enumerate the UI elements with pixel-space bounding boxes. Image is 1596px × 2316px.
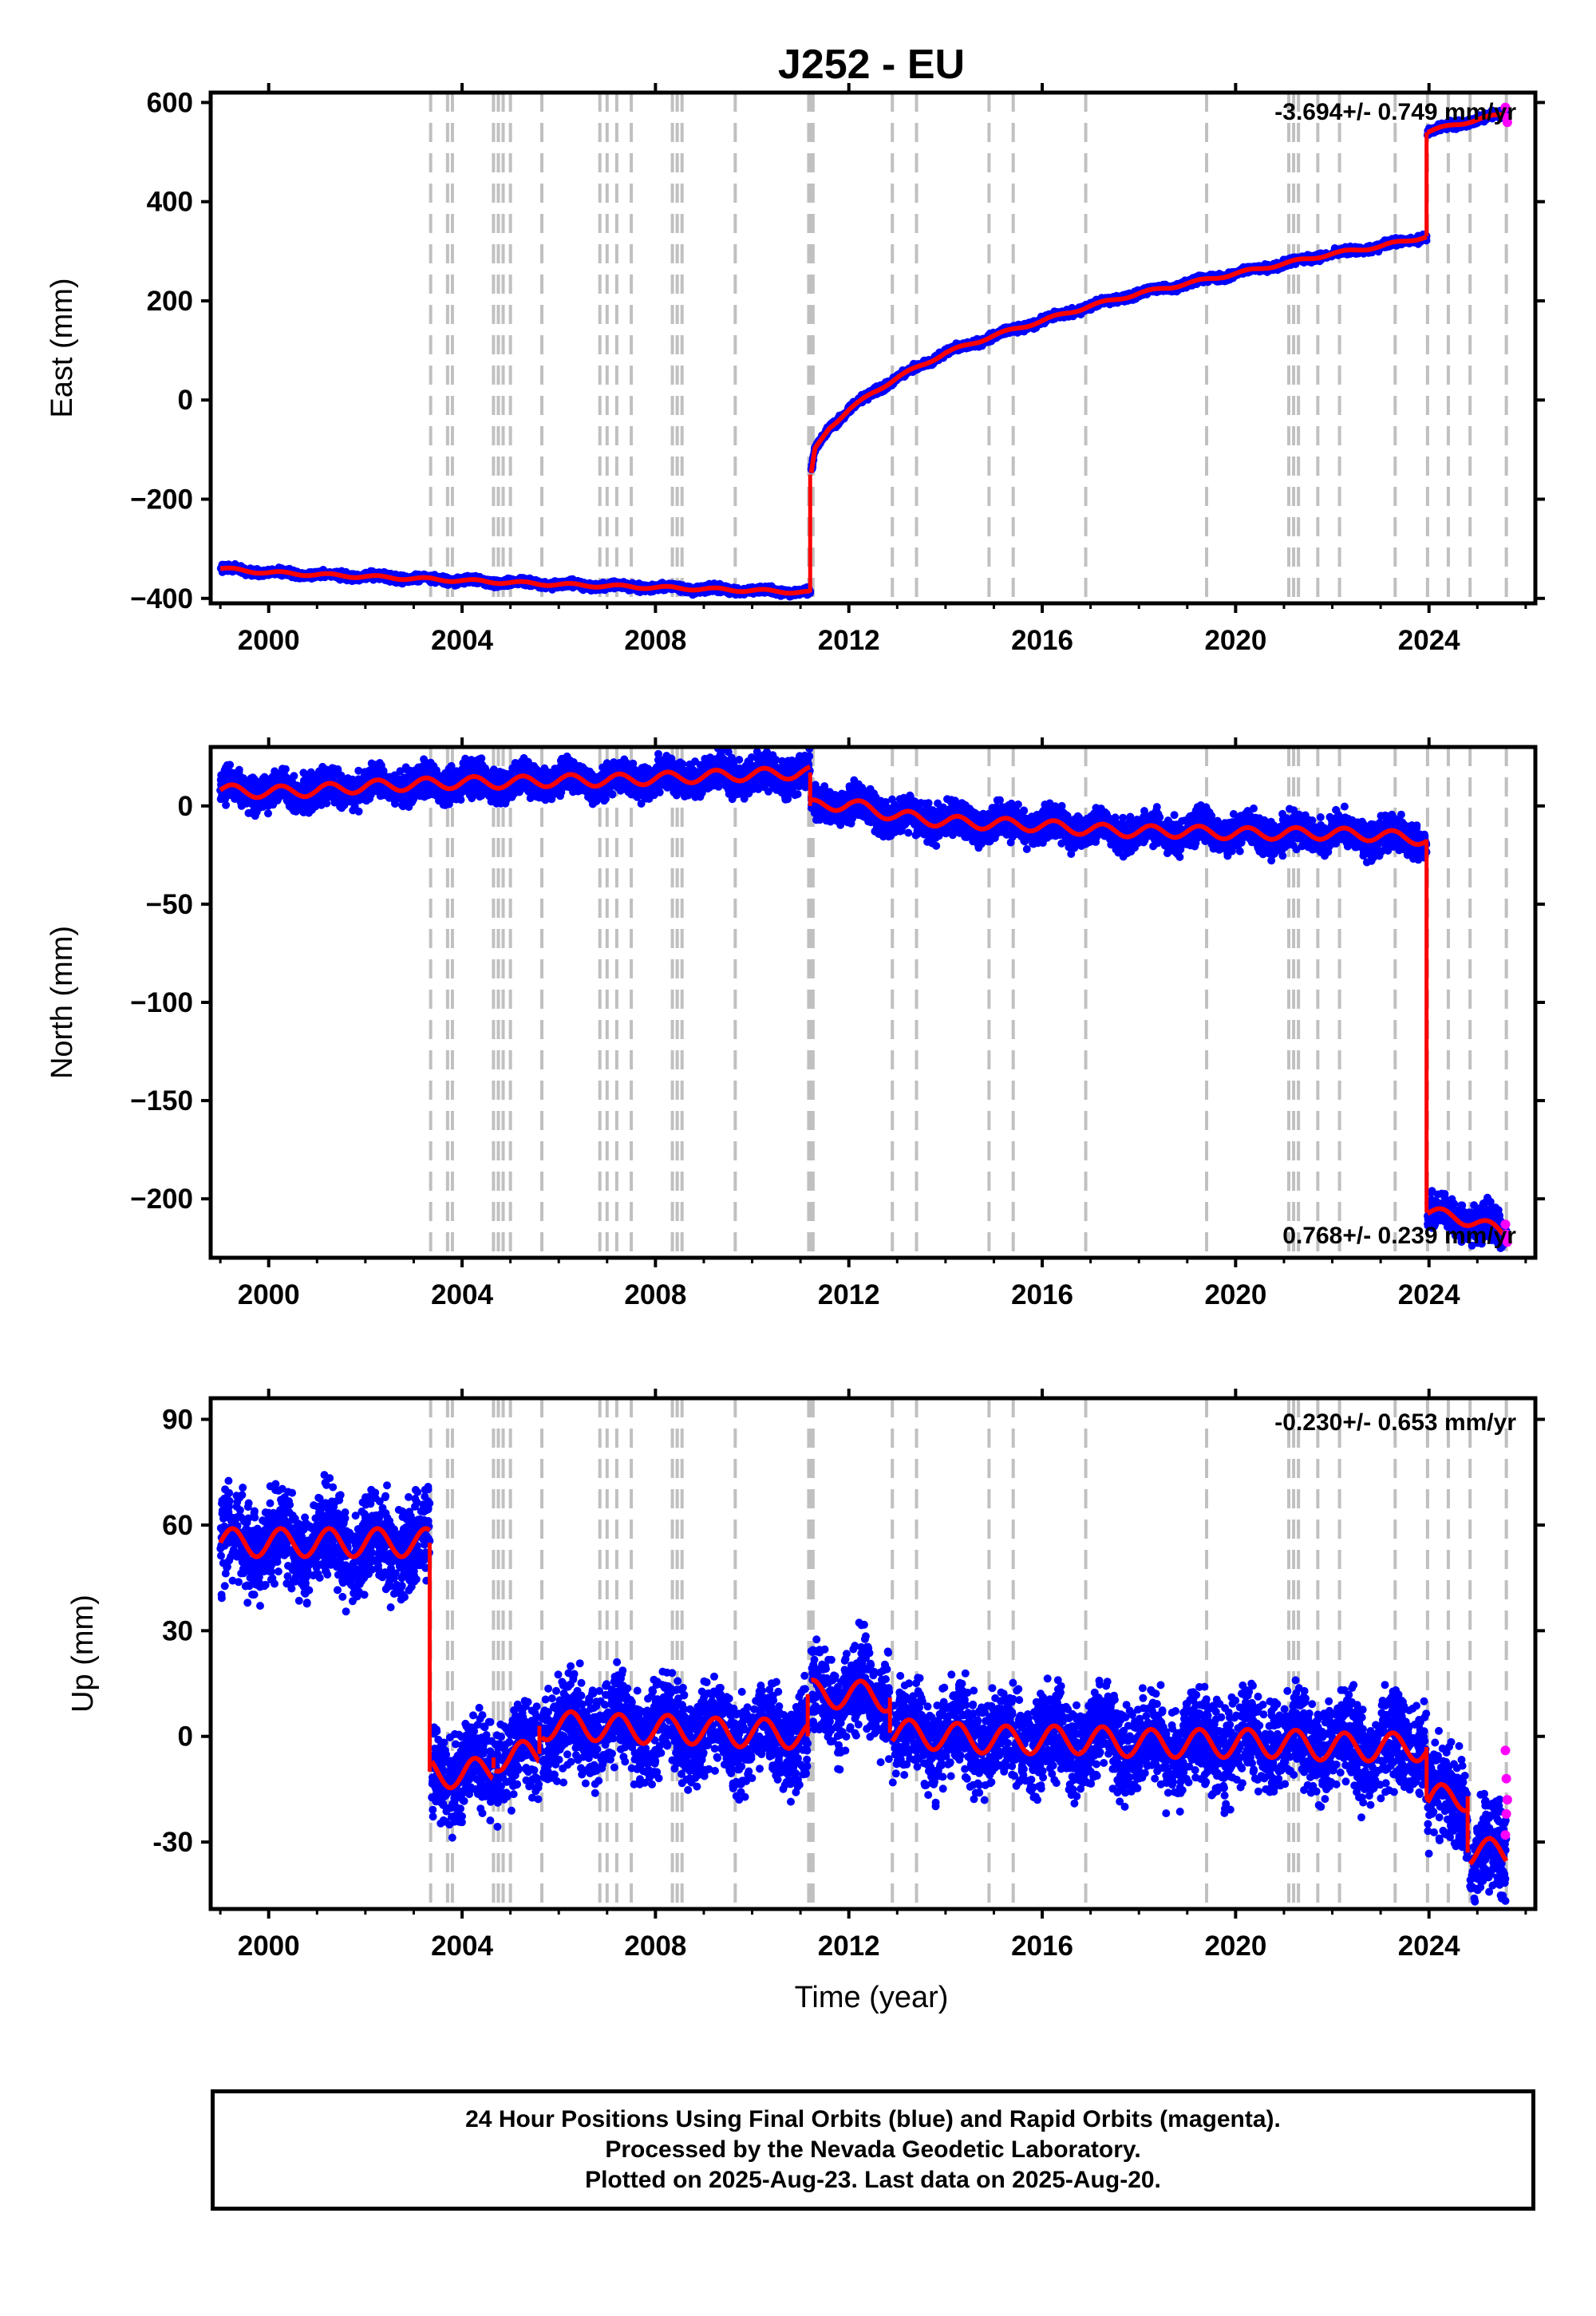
model-fit-line xyxy=(1426,1206,1508,1239)
rate-annotation: 0.768+/- 0.239 mm/yr xyxy=(1282,1223,1516,1249)
x-tick-label: 2020 xyxy=(1204,625,1266,656)
rapid-orbit-point xyxy=(1502,1795,1512,1805)
x-tick-label: 2000 xyxy=(238,1931,300,1962)
y-tick-label: 30 xyxy=(162,1615,193,1646)
rapid-orbit-point xyxy=(1500,102,1511,113)
rapid-orbit-point xyxy=(1502,1237,1512,1247)
y-tick-label: −200 xyxy=(130,1184,193,1215)
model-fit-line xyxy=(1426,112,1507,135)
rate-annotation: -3.694+/- 0.749 mm/yr xyxy=(1274,99,1516,125)
y-tick-label: 600 xyxy=(147,87,193,118)
x-tick-label: 2024 xyxy=(1398,1279,1460,1310)
x-tick-label: 2000 xyxy=(238,625,300,656)
y-tick-label: 0 xyxy=(178,1721,193,1753)
rapid-orbit-point xyxy=(1501,1808,1511,1819)
model-fit-line xyxy=(539,1709,810,1751)
model-fit-line xyxy=(808,235,1428,474)
x-tick-label: 2016 xyxy=(1011,1279,1073,1310)
y-axis-label: East (mm) xyxy=(45,278,79,417)
y-tick-label: 90 xyxy=(162,1404,193,1435)
final-orbit-points xyxy=(491,1697,543,1831)
y-tick-label: 400 xyxy=(147,187,193,218)
model-fit-line xyxy=(493,1738,542,1774)
model-fit-line xyxy=(429,1756,496,1791)
final-orbit-points xyxy=(1424,1187,1511,1253)
x-tick-label: 2024 xyxy=(1398,625,1460,656)
caption-line-3: Plotted on 2025-Aug-23. Last data on 202… xyxy=(585,2167,1161,2193)
final-orbit-points xyxy=(1466,1789,1511,1906)
final-orbit-points xyxy=(807,1618,894,1774)
rapid-orbit-point xyxy=(1500,1219,1511,1230)
x-tick-label: 2004 xyxy=(431,1931,493,1962)
final-orbit-points xyxy=(888,1669,1431,1822)
x-tick-label: 2020 xyxy=(1204,1931,1266,1962)
rapid-orbit-point xyxy=(1500,1830,1511,1840)
x-tick-label: 2020 xyxy=(1204,1279,1266,1310)
x-tick-label: 2004 xyxy=(431,625,493,656)
panel-east: 2000 2004 2008 2012 2016 2020 2024 −400 −200 0 200… xyxy=(45,83,1545,656)
model-fit-line xyxy=(810,797,1428,848)
y-tick-label: 0 xyxy=(178,385,193,416)
rapid-orbit-point xyxy=(1500,1745,1511,1756)
caption-line-2: Processed by the Nevada Geodetic Laborat… xyxy=(605,2136,1141,2163)
final-orbit-points xyxy=(1424,1726,1472,1862)
final-orbit-points xyxy=(807,230,1431,474)
y-tick-label: 200 xyxy=(147,286,193,317)
model-fit-line xyxy=(218,1526,432,1559)
plot-frame xyxy=(208,90,1538,606)
x-tick-label: 2016 xyxy=(1011,625,1073,656)
model-fit-line xyxy=(810,1678,892,1714)
y-tick-label: −150 xyxy=(130,1085,193,1117)
x-axis-label: Time (year) xyxy=(795,1981,949,2014)
y-tick-label: −100 xyxy=(130,987,193,1018)
x-tick-label: 2016 xyxy=(1011,1931,1073,1962)
panels: 2000 2004 2008 2012 2016 2020 2024−400−2000200… xyxy=(45,83,1545,1962)
x-tick-label: 2000 xyxy=(238,1279,300,1310)
final-orbit-points xyxy=(538,1658,812,1806)
plot-frame xyxy=(208,1396,1538,1911)
y-tick-label: −50 xyxy=(146,889,193,920)
panel-north: 2000 2004 2008 2012 2016 2020 2024 −200 −150 −100… xyxy=(45,737,1545,1310)
model-fit-line xyxy=(1425,1781,1469,1813)
x-tick-label: 2012 xyxy=(818,1279,880,1310)
caption-line-1: 24 Hour Positions Using Final Orbits (bl… xyxy=(465,2106,1281,2132)
x-tick-label: 2008 xyxy=(624,625,686,656)
plot-area xyxy=(216,1398,1512,1909)
final-orbit-points xyxy=(216,1471,434,1616)
plot-area xyxy=(216,747,1512,1258)
y-tick-label: −400 xyxy=(130,583,193,615)
x-tick-label: 2008 xyxy=(624,1931,686,1962)
y-tick-label: −200 xyxy=(130,484,193,516)
x-tick-label: 2008 xyxy=(624,1279,686,1310)
rate-annotation: -0.230+/- 0.653 mm/yr xyxy=(1274,1409,1516,1436)
final-orbit-points xyxy=(216,747,814,820)
final-orbit-points xyxy=(807,776,1431,867)
model-fit-line xyxy=(219,565,811,596)
caption-box: 24 Hour Positions Using Final Orbits (bl… xyxy=(211,2089,1535,2211)
rapid-orbit-point xyxy=(1502,117,1512,128)
rapid-orbit-point xyxy=(1501,1773,1511,1784)
y-axis-label: Up (mm) xyxy=(66,1595,100,1713)
model-fit-line xyxy=(890,1717,1429,1764)
model-fit-line xyxy=(219,765,812,800)
x-tick-label: 2012 xyxy=(818,625,880,656)
rapid-orbit-point xyxy=(1501,1229,1511,1239)
figure-title: J252 - EU xyxy=(778,41,965,88)
plot-area xyxy=(216,93,1512,603)
y-axis-label: North (mm) xyxy=(45,926,79,1079)
x-tick-label: 2024 xyxy=(1398,1931,1460,1962)
y-tick-label: 60 xyxy=(162,1510,193,1541)
y-tick-label: -30 xyxy=(152,1827,193,1858)
y-tick-label: 0 xyxy=(178,791,193,822)
model-fit-line xyxy=(1468,1836,1509,1866)
x-tick-label: 2012 xyxy=(818,1931,880,1962)
panel-up: 2000 2004 2008 2012 2016 2020 2024 -30 0 30 60 90 Up… xyxy=(66,1389,1545,1962)
x-tick-label: 2004 xyxy=(431,1279,493,1310)
